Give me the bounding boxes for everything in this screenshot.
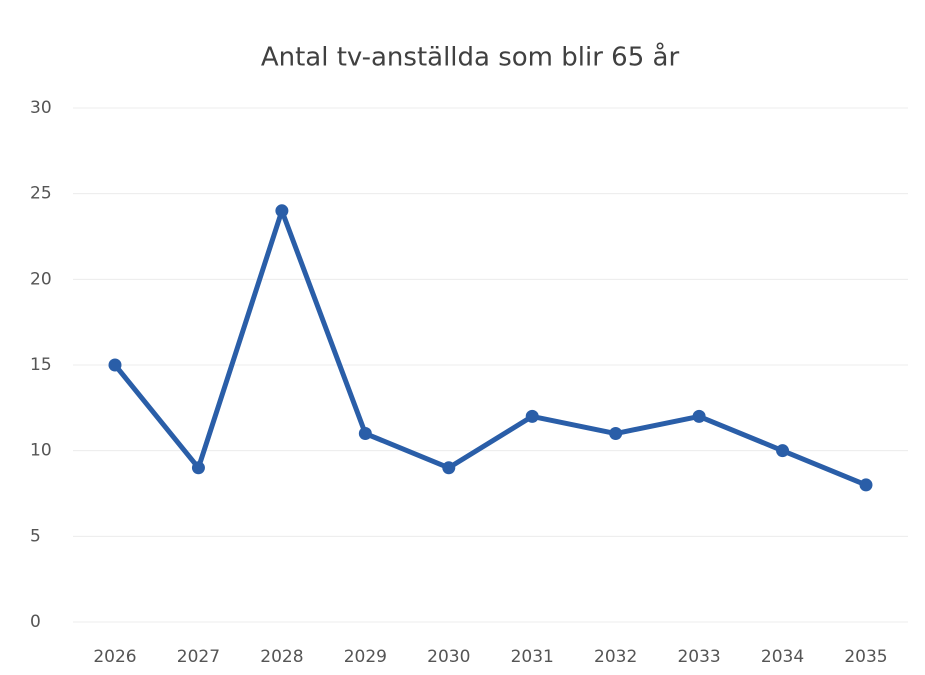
point (776, 444, 790, 458)
x-tick-label: 2030 (427, 647, 470, 667)
point (609, 427, 623, 441)
x-tick-label: 2033 (677, 647, 720, 667)
y-tick-label: 5 (30, 526, 41, 546)
point (692, 409, 706, 423)
point (442, 461, 456, 475)
x-tick-label: 2029 (344, 647, 387, 667)
x-tick-label: 2031 (511, 647, 554, 667)
x-tick-label: 2032 (594, 647, 637, 667)
y-tick-label: 10 (30, 441, 52, 461)
y-tick-label: 20 (30, 269, 52, 289)
point (525, 409, 539, 423)
point (859, 478, 873, 492)
point (108, 358, 122, 372)
y-tick-label: 15 (30, 355, 52, 375)
x-tick-label: 2027 (177, 647, 220, 667)
line (113, 208, 867, 488)
y-tick-label: 25 (30, 184, 52, 204)
y-tick-label: 0 (30, 612, 41, 632)
x-tick-label: 2026 (93, 647, 136, 667)
point (191, 461, 205, 475)
y-tick-label: 30 (30, 98, 52, 118)
point (358, 427, 372, 441)
chart-title: Antal tv-anställda som blir 65 år (261, 42, 680, 73)
x-tick-label: 2034 (761, 647, 804, 667)
x-tick-label: 2035 (844, 647, 887, 667)
point (275, 204, 289, 218)
x-tick-label: 2028 (260, 647, 303, 667)
